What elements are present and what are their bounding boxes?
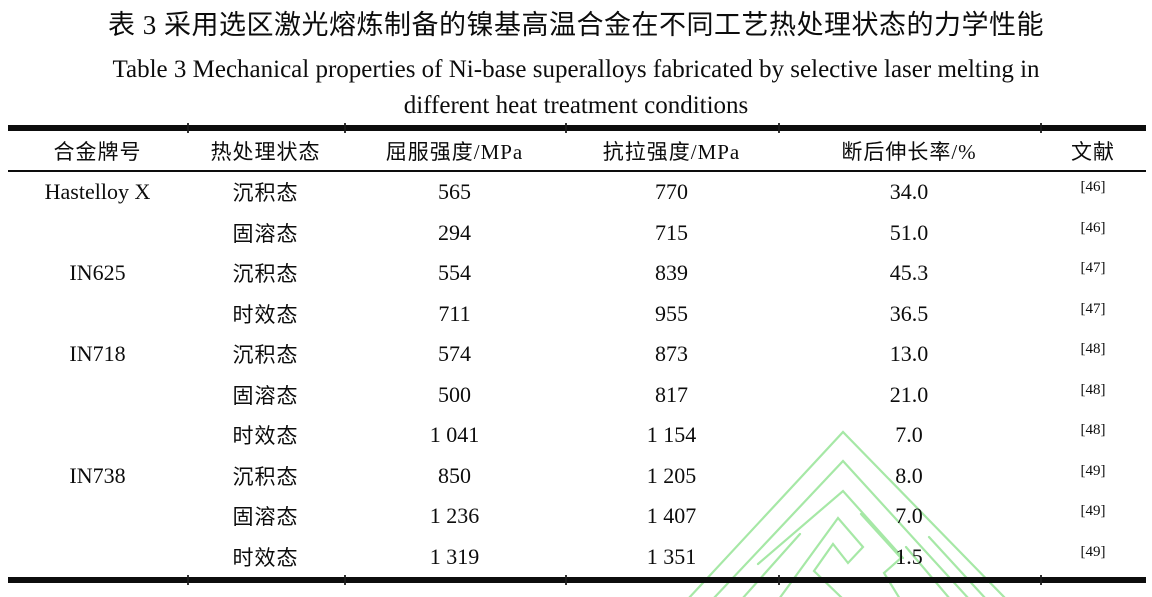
reference-cell: [46]: [1080, 179, 1106, 195]
table-body: Hastelloy X 沉积态 565 770 34.0 [46] 固溶态 29…: [8, 172, 1146, 577]
column-rule-tick: [778, 575, 780, 585]
tensile-strength-cell: 1 407: [646, 503, 697, 529]
elongation-cell: 8.0: [895, 462, 923, 488]
column-rule-tick: [187, 123, 189, 133]
tensile-strength-cell: 839: [655, 260, 688, 286]
yield-strength-cell: 1 319: [429, 543, 480, 569]
tensile-strength-cell: 873: [655, 341, 688, 367]
reference-cell: [47]: [1080, 260, 1106, 276]
header-tensile: 抗拉强度/MPa: [602, 139, 741, 164]
header-elongation: 断后伸长率/%: [841, 139, 977, 164]
elongation-cell: 45.3: [889, 260, 929, 286]
condition-cell: 固溶态: [232, 221, 299, 246]
condition-cell: 沉积态: [232, 343, 299, 368]
yield-strength-cell: 711: [438, 300, 471, 326]
reference-cell: [49]: [1080, 462, 1106, 479]
yield-strength-cell: 500: [438, 381, 471, 407]
elongation-cell: 51.0: [889, 219, 929, 245]
table-caption-zh: 表 3 采用选区激光熔炼制备的镍基高温合金在不同工艺热处理状态的力学性能: [108, 10, 1044, 40]
condition-cell: 沉积态: [232, 181, 299, 206]
yield-strength-cell: 565: [438, 179, 471, 205]
condition-cell: 固溶态: [232, 505, 299, 530]
header-condition: 热处理状态: [210, 139, 321, 164]
elongation-cell: 7.0: [895, 503, 923, 529]
table-header-rule: [8, 170, 1146, 172]
yield-strength-cell: 1 236: [429, 503, 480, 529]
condition-cell: 固溶态: [232, 383, 299, 408]
alloy-cell: Hastelloy X: [44, 179, 151, 205]
condition-cell: 时效态: [232, 302, 299, 327]
yield-strength-cell: 294: [438, 219, 471, 245]
tensile-strength-cell: 770: [655, 179, 688, 205]
tensile-strength-cell: 955: [655, 300, 688, 326]
reference-cell: [48]: [1080, 341, 1106, 357]
reference-cell: [49]: [1080, 503, 1106, 519]
column-rule-tick: [344, 123, 346, 133]
tensile-strength-cell: 1 154: [646, 422, 697, 448]
reference-cell: [49]: [1080, 543, 1106, 560]
column-rule-tick: [778, 123, 780, 133]
elongation-cell: 7.0: [895, 422, 923, 448]
condition-cell: 沉积态: [232, 464, 299, 489]
alloy-cell: [8, 213, 187, 254]
elongation-cell: 36.5: [889, 300, 929, 326]
elongation-cell: 13.0: [889, 341, 929, 367]
elongation-cell: 34.0: [889, 179, 929, 205]
header-alloy: 合金牌号: [53, 139, 142, 164]
condition-cell: 时效态: [232, 545, 299, 570]
alloy-cell: [8, 294, 187, 335]
reference-cell: [47]: [1080, 300, 1106, 317]
column-rule-tick: [565, 123, 567, 133]
tensile-strength-cell: 1 205: [646, 462, 697, 488]
reference-cell: [48]: [1080, 381, 1106, 398]
yield-strength-cell: 850: [438, 462, 471, 488]
table-caption-en-line2: different heat treatment conditions: [403, 92, 749, 119]
column-rule-tick: [565, 575, 567, 585]
elongation-cell: 21.0: [889, 381, 929, 407]
reference-cell: [46]: [1080, 219, 1106, 236]
table-header-row: 合金牌号 热处理状态 屈服强度/MPa 抗拉强度/MPa 断后伸长率/% 文献: [8, 131, 1146, 170]
table-caption-en-line1: Table 3 Mechanical properties of Ni-base…: [112, 56, 1040, 83]
column-rule-tick: [1040, 123, 1042, 133]
condition-cell: 时效态: [232, 424, 299, 449]
column-rule-tick: [1040, 575, 1042, 585]
alloy-cell: [8, 496, 187, 537]
header-reference: 文献: [1071, 139, 1115, 164]
yield-strength-cell: 554: [438, 260, 471, 286]
tensile-strength-cell: 715: [655, 219, 688, 245]
tensile-strength-cell: 817: [655, 381, 688, 407]
alloy-cell: [8, 537, 187, 578]
yield-strength-cell: 1 041: [429, 422, 480, 448]
alloy-cell: IN738: [69, 462, 126, 488]
alloy-cell: IN718: [69, 341, 126, 367]
alloy-cell: IN625: [69, 260, 126, 286]
reference-cell: [48]: [1080, 422, 1106, 438]
header-yield: 屈服强度/MPa: [385, 139, 524, 164]
table-bottom-rule: [8, 575, 1146, 585]
properties-table: 合金牌号 热处理状态 屈服强度/MPa 抗拉强度/MPa 断后伸长率/% 文献 …: [8, 123, 1146, 585]
alloy-cell: [8, 415, 187, 456]
alloy-cell: [8, 375, 187, 416]
yield-strength-cell: 574: [438, 341, 471, 367]
column-rule-tick: [187, 575, 189, 585]
tensile-strength-cell: 1 351: [646, 543, 697, 569]
condition-cell: 沉积态: [232, 262, 299, 287]
table-top-rule: [8, 123, 1146, 133]
elongation-cell: 1.5: [895, 543, 923, 569]
column-rule-tick: [344, 575, 346, 585]
